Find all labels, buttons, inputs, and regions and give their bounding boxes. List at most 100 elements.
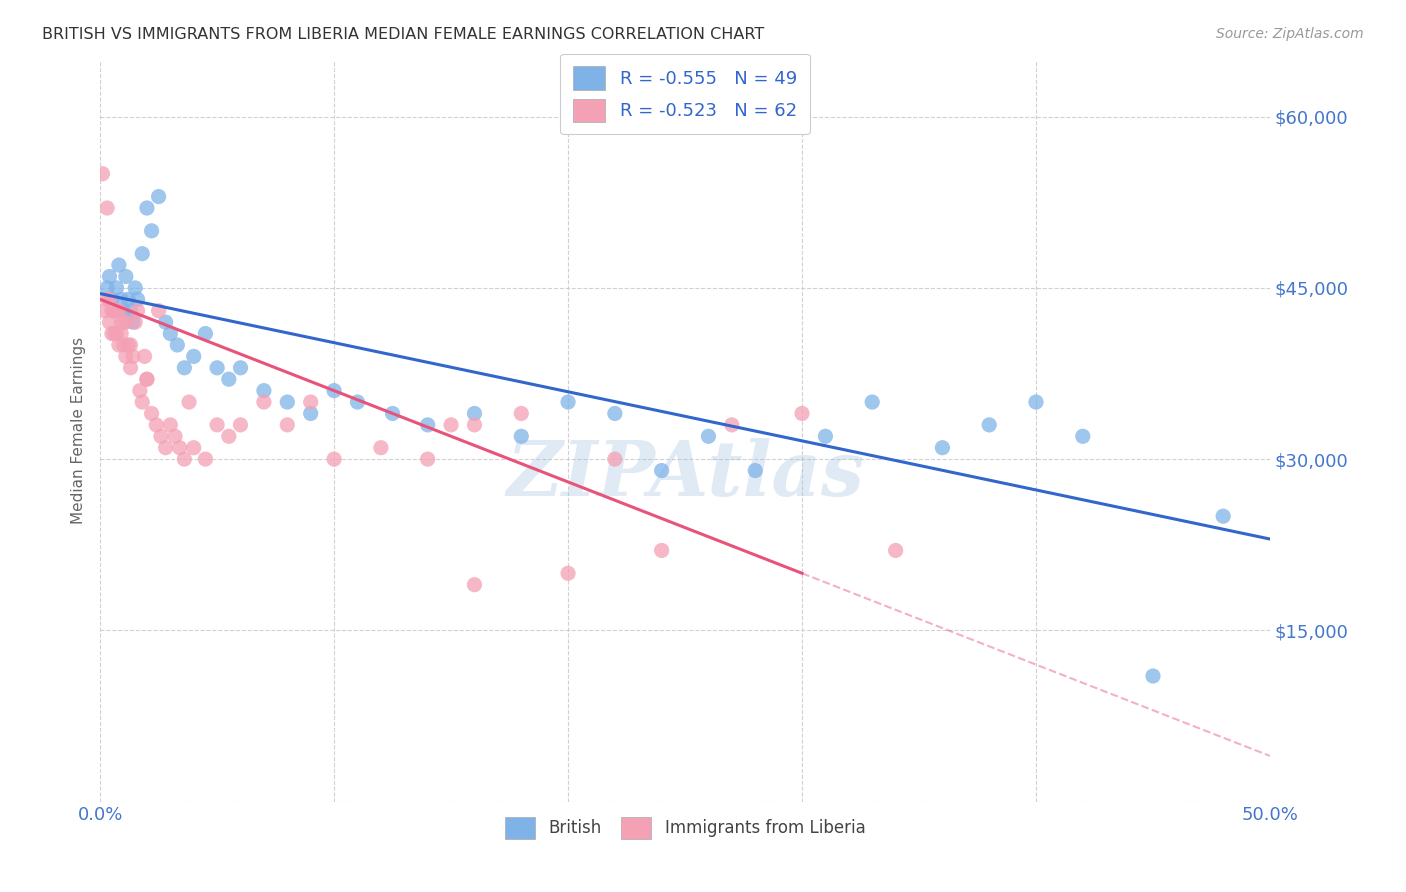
Point xyxy=(148,303,170,318)
Point xyxy=(253,395,276,409)
Point xyxy=(148,189,170,203)
Point xyxy=(103,303,125,318)
Point xyxy=(96,201,118,215)
Point xyxy=(117,338,139,352)
Point xyxy=(205,360,228,375)
Point xyxy=(155,441,177,455)
Point xyxy=(416,452,439,467)
Point xyxy=(370,441,392,455)
Point xyxy=(105,303,128,318)
Point xyxy=(122,315,145,329)
Point xyxy=(127,293,149,307)
Point xyxy=(253,384,276,398)
Point xyxy=(135,372,157,386)
Point xyxy=(117,293,139,307)
Point xyxy=(651,543,673,558)
Point xyxy=(127,303,149,318)
Point xyxy=(651,464,673,478)
Point xyxy=(557,566,579,581)
Point xyxy=(510,429,533,443)
Point xyxy=(603,452,626,467)
Point xyxy=(440,417,463,432)
Point xyxy=(463,407,485,421)
Y-axis label: Median Female Earnings: Median Female Earnings xyxy=(72,337,86,524)
Point xyxy=(218,429,240,443)
Point xyxy=(122,350,145,364)
Point xyxy=(115,350,138,364)
Point xyxy=(131,246,153,260)
Point xyxy=(183,350,205,364)
Point xyxy=(110,293,132,307)
Point xyxy=(91,167,114,181)
Point xyxy=(120,360,142,375)
Point xyxy=(416,417,439,432)
Point xyxy=(108,258,131,272)
Point xyxy=(205,417,228,432)
Point xyxy=(96,293,118,307)
Point xyxy=(194,326,217,341)
Point xyxy=(120,338,142,352)
Point xyxy=(790,407,813,421)
Point xyxy=(721,417,744,432)
Point xyxy=(166,338,188,352)
Point xyxy=(120,303,142,318)
Point xyxy=(1212,509,1234,524)
Point xyxy=(135,372,157,386)
Point xyxy=(124,315,146,329)
Point xyxy=(94,303,117,318)
Legend: British, Immigrants from Liberia: British, Immigrants from Liberia xyxy=(498,811,872,846)
Point xyxy=(931,441,953,455)
Point xyxy=(814,429,837,443)
Point xyxy=(101,293,124,307)
Point xyxy=(173,452,195,467)
Point xyxy=(194,452,217,467)
Point xyxy=(103,303,125,318)
Point xyxy=(463,577,485,591)
Point xyxy=(129,384,152,398)
Point xyxy=(884,543,907,558)
Point xyxy=(381,407,404,421)
Point xyxy=(110,326,132,341)
Point xyxy=(603,407,626,421)
Point xyxy=(173,360,195,375)
Point xyxy=(697,429,720,443)
Point xyxy=(101,303,124,318)
Text: ZIPAtlas: ZIPAtlas xyxy=(506,438,865,512)
Point xyxy=(98,315,121,329)
Point xyxy=(149,429,172,443)
Point xyxy=(103,326,125,341)
Point xyxy=(1025,395,1047,409)
Point xyxy=(105,281,128,295)
Point xyxy=(98,269,121,284)
Point xyxy=(276,417,298,432)
Point xyxy=(229,360,252,375)
Point xyxy=(110,315,132,329)
Point xyxy=(105,326,128,341)
Point xyxy=(141,407,163,421)
Point xyxy=(979,417,1001,432)
Point xyxy=(183,441,205,455)
Point xyxy=(744,464,766,478)
Point xyxy=(229,417,252,432)
Point xyxy=(134,350,156,364)
Point xyxy=(101,326,124,341)
Point xyxy=(115,315,138,329)
Point xyxy=(218,372,240,386)
Point xyxy=(510,407,533,421)
Point xyxy=(98,293,121,307)
Point xyxy=(163,429,186,443)
Point xyxy=(557,395,579,409)
Point xyxy=(112,315,135,329)
Point xyxy=(299,407,322,421)
Text: BRITISH VS IMMIGRANTS FROM LIBERIA MEDIAN FEMALE EARNINGS CORRELATION CHART: BRITISH VS IMMIGRANTS FROM LIBERIA MEDIA… xyxy=(42,27,765,42)
Point xyxy=(860,395,883,409)
Point xyxy=(159,326,181,341)
Point xyxy=(463,417,485,432)
Point xyxy=(323,452,346,467)
Point xyxy=(108,338,131,352)
Point xyxy=(169,441,191,455)
Point xyxy=(346,395,368,409)
Point xyxy=(124,281,146,295)
Point xyxy=(323,384,346,398)
Text: Source: ZipAtlas.com: Source: ZipAtlas.com xyxy=(1216,27,1364,41)
